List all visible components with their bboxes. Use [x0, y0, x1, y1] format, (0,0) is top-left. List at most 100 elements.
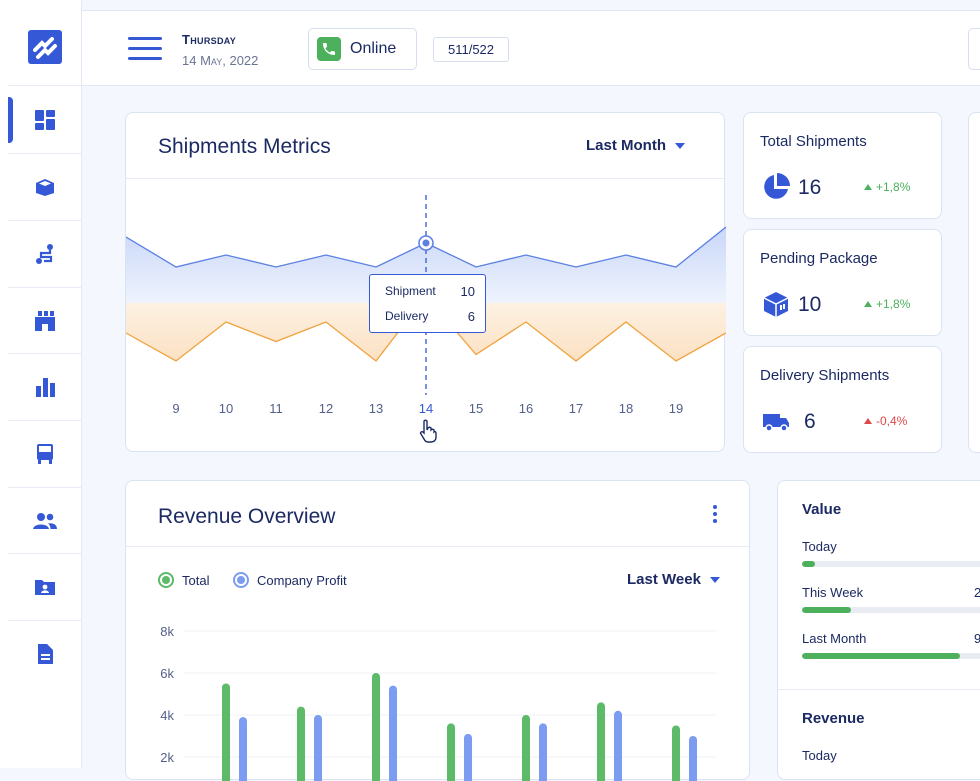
profit-bar — [314, 715, 322, 781]
value-heading: Value — [802, 501, 841, 518]
stat-value: 10 — [798, 293, 821, 317]
shipment-counter: 511/522 — [433, 37, 509, 62]
x-tick-label: 13 — [369, 401, 383, 416]
sidebar-item-analytics[interactable] — [8, 354, 82, 420]
y-tick-label: 6k — [160, 666, 174, 681]
value-progress-track — [802, 607, 980, 613]
total-bar — [447, 723, 455, 781]
value-progress-fill — [802, 561, 815, 567]
top-bar: Thursday 14 May, 2022 Online 511/522 — [82, 10, 980, 86]
revenue-overview-card: Revenue Overview Total Company Profit La… — [125, 480, 750, 780]
online-status-label: Online — [350, 40, 396, 58]
profit-bar — [464, 734, 472, 781]
tooltip-shipment-label: Shipment — [385, 284, 436, 299]
value-progress-track — [802, 561, 980, 567]
x-tick-label: 15 — [469, 401, 483, 416]
sidebar-item-warehouse[interactable] — [8, 288, 82, 354]
value-row-label: Last Month — [802, 631, 866, 646]
sidebar-item-dashboard[interactable] — [8, 87, 82, 153]
shipment-point — [423, 240, 430, 247]
tooltip-delivery-label: Delivery — [385, 309, 428, 324]
arrow-up-icon — [864, 301, 872, 307]
bar-chart-icon — [33, 375, 57, 399]
y-tick-label: 2k — [160, 750, 174, 765]
profit-bar — [239, 717, 247, 781]
total-bar — [372, 673, 380, 781]
sidebar-item-routes[interactable] — [8, 221, 82, 287]
online-status-button[interactable]: Online — [308, 28, 417, 70]
menu-icon[interactable] — [128, 37, 162, 61]
value-progress-fill — [802, 653, 960, 659]
revenue-row-label: Today — [802, 748, 837, 763]
value-row-label: This Week — [802, 585, 863, 600]
contacts-folder-icon — [33, 575, 57, 599]
users-icon — [33, 509, 57, 533]
stat-card-delivery-shipments[interactable]: Delivery Shipments 6 -0,4% — [743, 346, 942, 453]
tooltip-delivery-value: 6 — [468, 309, 475, 324]
document-icon — [33, 642, 57, 666]
total-bar — [297, 707, 305, 781]
y-tick-label: 8k — [160, 624, 174, 639]
arrow-up-icon — [864, 184, 872, 190]
x-tick-label: 19 — [669, 401, 683, 416]
sidebar — [0, 0, 82, 768]
pie-chart-icon — [762, 173, 790, 201]
stat-change: -0,4% — [864, 414, 907, 428]
stat-value: 16 — [798, 176, 821, 200]
x-tick-label: 12 — [319, 401, 333, 416]
profit-bar — [614, 711, 622, 781]
partial-card-right — [968, 112, 980, 453]
tooltip-shipment-value: 10 — [461, 284, 475, 299]
value-row-label: Today — [802, 539, 837, 554]
value-row-value: 2 — [974, 585, 980, 600]
total-bar — [597, 702, 605, 781]
total-bar — [672, 726, 680, 781]
stat-title: Delivery Shipments — [760, 367, 889, 384]
logo-icon[interactable] — [28, 30, 62, 64]
sidebar-item-contacts[interactable] — [8, 554, 82, 620]
profit-bar — [689, 736, 697, 781]
stat-card-pending-package[interactable]: Pending Package 10 +1,8% — [743, 229, 942, 336]
sidebar-item-packages[interactable] — [8, 154, 82, 220]
sidebar-item-users[interactable] — [8, 488, 82, 554]
stat-value: 6 — [804, 410, 816, 434]
profit-bar — [539, 723, 547, 781]
stat-change: +1,8% — [864, 297, 910, 311]
arrow-up-icon — [864, 418, 872, 424]
value-progress-track — [802, 653, 980, 659]
current-date: 14 May, 2022 — [182, 53, 258, 68]
phone-icon — [317, 37, 341, 61]
top-right-control[interactable] — [968, 28, 980, 70]
stat-title: Total Shipments — [760, 133, 867, 150]
hand-cursor-icon — [418, 419, 438, 443]
sidebar-item-documents[interactable] — [8, 621, 82, 687]
delivery-truck-icon — [762, 407, 790, 435]
warehouse-icon — [33, 309, 57, 333]
current-day: Thursday — [182, 32, 236, 47]
x-tick-label: 11 — [269, 401, 283, 416]
revenue-bar-chart[interactable]: 8k 6k 4k 2k — [126, 481, 751, 781]
truck-icon — [33, 442, 57, 466]
value-panel: Value Today This Week 2 Last Month 9 Rev… — [777, 480, 980, 780]
box-icon — [762, 290, 790, 318]
package-icon — [33, 175, 57, 199]
profit-bar — [389, 686, 397, 781]
route-icon — [33, 242, 57, 266]
x-tick-label: 16 — [519, 401, 533, 416]
x-tick-label: 10 — [219, 401, 233, 416]
x-tick-label: 14 — [419, 401, 433, 416]
value-progress-fill — [802, 607, 851, 613]
y-tick-label: 4k — [160, 708, 174, 723]
total-bar — [222, 684, 230, 781]
x-tick-label: 18 — [619, 401, 633, 416]
x-tick-label: 9 — [172, 401, 179, 416]
stat-change: +1,8% — [864, 180, 910, 194]
stat-card-total-shipments[interactable]: Total Shipments 16 +1,8% — [743, 112, 942, 219]
chart-tooltip: Shipment 10 Delivery 6 — [369, 274, 486, 333]
x-tick-label: 17 — [569, 401, 583, 416]
value-row-value: 9 — [974, 631, 980, 646]
stat-title: Pending Package — [760, 250, 878, 267]
sidebar-item-fleet[interactable] — [8, 421, 82, 487]
total-bar — [522, 715, 530, 781]
